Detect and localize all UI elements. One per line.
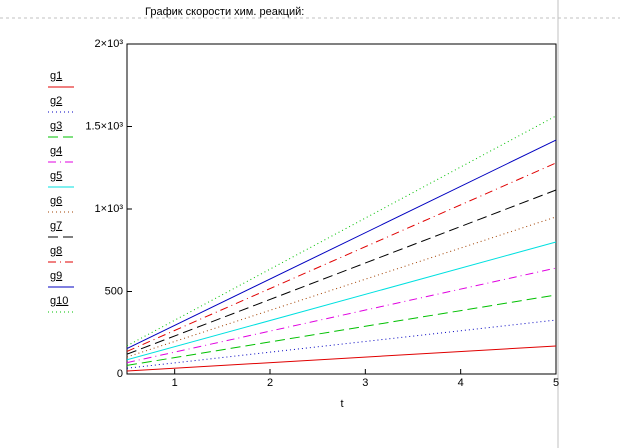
series-line <box>126 241 557 361</box>
series-line <box>126 294 557 366</box>
legend-label: g10 <box>50 295 68 307</box>
x-tick-label: 5 <box>553 377 559 389</box>
legend-label: g3 <box>50 120 62 132</box>
legend-label: g8 <box>50 245 62 257</box>
y-tick-label: 1.5×10³ <box>85 120 123 132</box>
y-tick-label: 1×10³ <box>95 203 124 215</box>
legend-label: g5 <box>50 170 62 182</box>
series-line <box>126 267 557 364</box>
x-tick-label: 3 <box>362 377 368 389</box>
series-line <box>126 216 557 358</box>
legend-label: g2 <box>50 95 62 107</box>
x-tick-label: 2 <box>267 377 273 389</box>
x-axis-label: t <box>340 398 343 410</box>
series-line <box>126 162 557 352</box>
legend-label: g6 <box>50 195 62 207</box>
series-line <box>126 189 557 355</box>
series-line <box>126 139 557 350</box>
legend-label: g1 <box>50 70 62 82</box>
y-tick-label: 0 <box>117 368 123 380</box>
series-line <box>126 345 557 372</box>
series-line <box>126 319 557 369</box>
y-tick-label: 2×10³ <box>95 38 124 50</box>
series-line <box>126 115 557 347</box>
chart-title: График скорости хим. реакций: <box>145 6 304 18</box>
legend-label: g9 <box>50 270 62 282</box>
y-tick-label: 500 <box>105 285 123 297</box>
plot-area <box>126 43 557 375</box>
legend-label: g7 <box>50 220 62 232</box>
x-tick-label: 4 <box>458 377 464 389</box>
x-tick-label: 1 <box>172 377 178 389</box>
legend-label: g4 <box>50 145 62 157</box>
